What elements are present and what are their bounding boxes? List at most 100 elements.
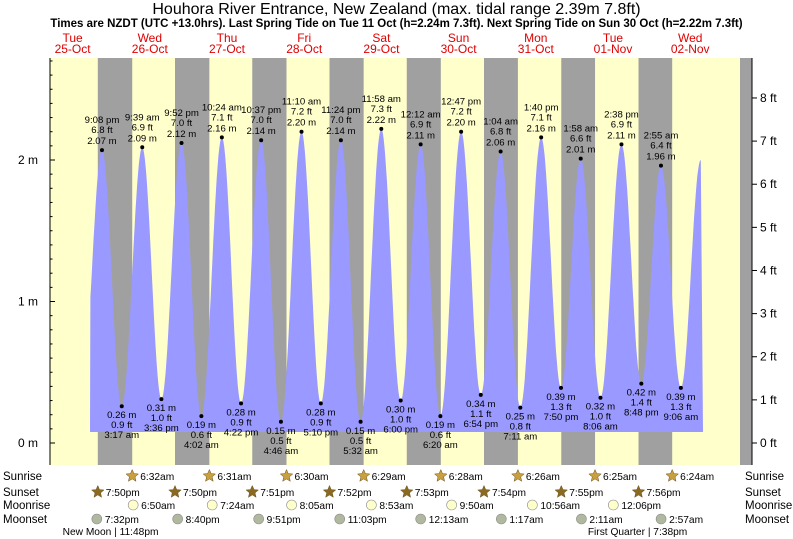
tide-ft-label: 1.0 ft [151,413,173,424]
low-tide-point [278,419,283,424]
low-tide-point [478,392,483,397]
high-tide-point [539,135,544,140]
tide-ft-label: 6.4 ft [650,141,672,152]
sunset-row-label-left: Sunset [3,487,40,499]
ft-tick-label: 4 ft [760,263,777,277]
day-name-label: Thu [217,31,238,45]
tide-m-label: 0.15 m [266,426,295,437]
tide-m-label: 1.96 m [646,152,675,163]
sunrise-row-label-right: Sunrise [745,471,784,483]
sunset-star-icon [631,484,646,498]
low-tide-point [598,395,603,400]
sunset-time: 7:52pm [338,488,372,499]
ft-tick-label: 0 ft [760,436,777,450]
high-tide-point [299,129,304,134]
moonset-time: 11:03pm [348,515,387,526]
moonrise-time: 9:50am [460,501,494,512]
sunset-time: 7:51pm [260,488,294,499]
tide-time-label: 6:54 pm [463,419,498,430]
day-date-label: 25-Oct [55,42,92,56]
sunrise-star-icon [511,468,525,482]
moonset-moon-icon [496,513,507,525]
tide-m-label: 2.11 m [607,130,636,141]
tide-m-label: 2.22 m [367,115,396,126]
moonset-time: 2:11am [589,515,622,526]
moonrise-moon-icon [366,499,377,511]
tide-ft-label: 1.3 ft [550,402,572,413]
tide-ft-label: 6.9 ft [132,122,154,133]
moonrise-time: 10:56am [540,501,580,512]
tide-ft-label: 0.6 ft [191,430,213,441]
tide-ft-label: 7.2 ft [291,107,313,118]
tide-ft-label: 1.4 ft [631,398,653,409]
tide-ft-label: 7.0 ft [171,118,193,129]
sunset-row-label-right: Sunset [745,487,782,499]
sunrise-time: 6:29am [372,472,406,483]
day-date-label: 29-Oct [363,42,400,56]
tide-m-label: 2.20 m [446,118,475,129]
tide-time-label: 10:24 am [202,102,242,113]
high-tide-point [498,149,503,154]
sunrise-star-icon [125,468,140,482]
tide-time-label: 3:36 pm [144,423,179,434]
tide-ft-label: 0.9 ft [230,417,252,428]
day-date-label: 28-Oct [286,42,323,56]
chart-axes: 0 m 1 m 2 m 0 ft 1 ft 2 ft 3 ft 4 ft 5 ft 6 ft 7 f… [18,58,777,465]
tide-ft-label: 6.9 ft [410,119,432,130]
moonrise-moon-icon [608,499,619,511]
sunrise-time: 6:26am [526,472,560,483]
low-tide-point [318,401,323,406]
high-tide-point [578,156,583,161]
sunset-star-icon [168,484,182,498]
sunrise-time: 6:31am [217,472,251,483]
tide-ft-label: 1.0 ft [390,415,412,426]
tide-time-label: 5:10 pm [303,427,338,438]
chart-subtitle: Times are NZDT (UTC +13.0hrs). Last Spri… [50,18,743,30]
tide-m-label: 0.42 m [627,388,656,399]
tide-time-label: 6:20 am [423,440,458,451]
tide-time-label: 6:00 pm [383,425,418,436]
tide-time-label: 2:55 am [644,131,679,142]
sunset-star-icon [90,484,105,498]
tide-m-label: 0.30 m [386,405,415,416]
sunrise-star-icon [665,468,680,482]
sunrise-row-label-left: Sunrise [3,471,42,483]
moonrise-time: 8:53am [379,501,413,512]
moon-phase-label: New Moon | 11:48pm [63,527,159,538]
day-name-label: Tue [603,31,624,45]
tide-ft-label: 0.5 ft [270,436,292,447]
high-tide-point [459,129,464,134]
m-tick-label: 0 m [18,436,38,450]
tide-ft-label: 1.1 ft [470,409,492,420]
tide-m-label: 2.06 m [486,138,515,149]
low-tide-point [438,414,443,419]
low-tide-point [358,419,363,424]
tide-m-label: 2.11 m [406,130,435,141]
moonset-time: 12:13am [429,515,469,526]
tide-m-label: 0.39 m [666,392,695,403]
tide-time-label: 4:02 am [184,440,219,451]
tide-m-label: 0.26 m [107,410,136,421]
tide-time-label: 8:48 pm [624,408,659,419]
ft-tick-label: 5 ft [760,220,777,234]
sunrise-time: 6:24am [680,472,714,483]
day-date-label: 01-Nov [594,42,633,56]
m-tick-label: 2 m [18,153,38,167]
moonset-time: 9:51pm [267,515,301,526]
right-axis-strip [740,58,752,465]
tide-ft-label: 7.3 ft [371,104,393,115]
moonrise-time: 8:05am [300,501,334,512]
moonset-time: 1:17am [509,515,543,526]
tide-m-label: 2.14 m [246,126,275,137]
tide-ft-label: 1.0 ft [590,412,612,423]
sunrise-star-icon [433,468,448,482]
tide-m-label: 0.39 m [546,392,575,403]
moonrise-time: 12:06pm [621,501,661,512]
day-name-label: Mon [524,31,547,45]
low-tide-point [119,404,124,409]
tide-ft-label: 7.0 ft [250,115,272,126]
low-tide-point [639,381,644,386]
moonrise-row-label-left: Moonrise [3,500,50,512]
day-name-label: Tue [62,31,83,45]
